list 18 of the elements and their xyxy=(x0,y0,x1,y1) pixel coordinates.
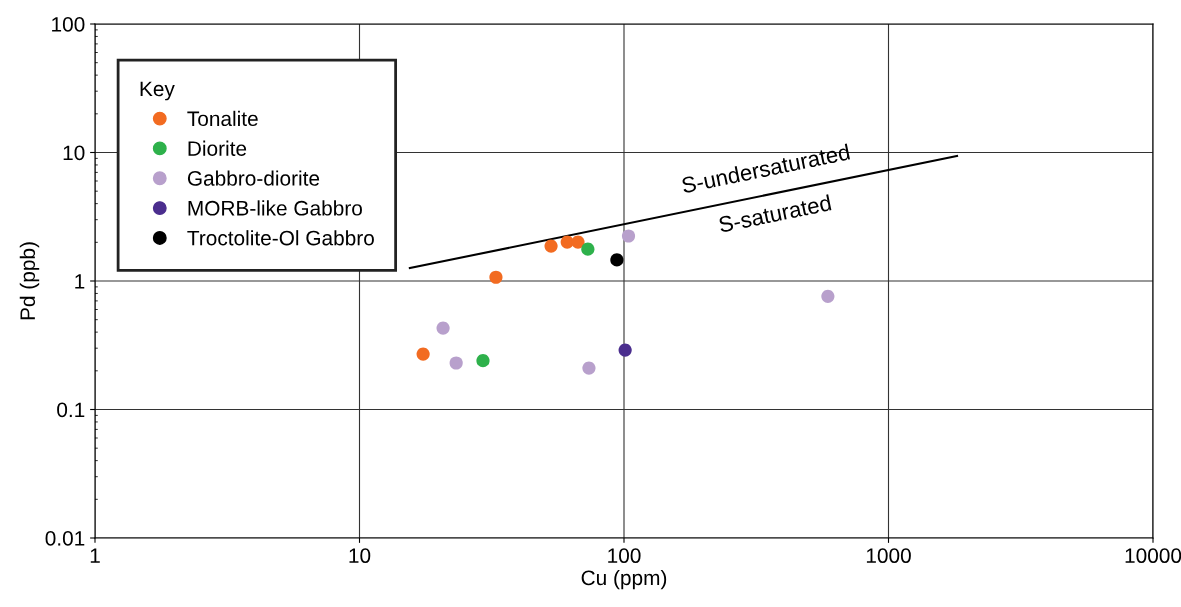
x-tick-label: 10000 xyxy=(1125,548,1181,564)
legend-label: Tonalite xyxy=(187,110,258,127)
x-tick-label: 1000 xyxy=(866,548,911,564)
legend-label: Gabbro-diorite xyxy=(187,170,320,186)
y-tick-label: 0.1 xyxy=(57,402,85,418)
legend-label: Diorite xyxy=(188,140,247,156)
x-tick-label: 10 xyxy=(349,548,371,564)
x-tick-label: 100 xyxy=(608,548,641,564)
legend-label: MORB-like Gabbro xyxy=(188,200,362,216)
y-tick-label: 0.01 xyxy=(45,531,85,546)
y-axis-title: Pd (ppb) xyxy=(19,242,40,320)
y-tick-label: 100 xyxy=(52,17,85,32)
y-tick-label: 1 xyxy=(75,274,85,289)
x-tick-label: 1 xyxy=(90,548,100,563)
y-tick-label: 10 xyxy=(63,145,85,161)
x-axis-title: Cu (ppm) xyxy=(581,569,667,590)
legend-label: Troctolite-Ol Gabbro xyxy=(187,230,374,246)
legend-title: Key xyxy=(140,81,175,101)
